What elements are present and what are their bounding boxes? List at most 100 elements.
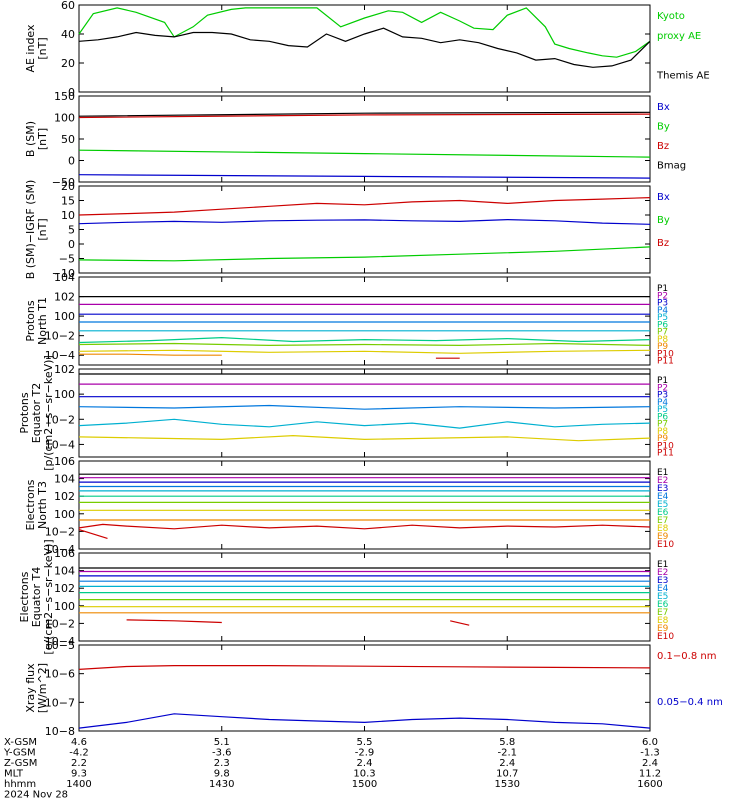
y-tick-label: 10−6 xyxy=(45,668,75,681)
y-axis-label: Xray flux xyxy=(24,663,37,713)
series-line xyxy=(78,27,651,68)
y-tick-label: 10−2 xyxy=(45,330,75,343)
series-line xyxy=(78,418,651,429)
panel-pn: 10−4 10−2 100 102 104 Protons North T1 P1P2P3P4… xyxy=(24,271,674,367)
legend-item: E3 xyxy=(657,576,668,586)
series-line xyxy=(78,7,651,58)
y-tick-label: 100 xyxy=(54,112,75,125)
series-line xyxy=(78,197,651,216)
y-tick-label: 102 xyxy=(54,582,75,595)
legend-item: E8 xyxy=(657,524,669,534)
y-tick-label: 150 xyxy=(54,90,75,103)
legend-item: P4 xyxy=(657,398,668,408)
panel-ee: 10−4 10−2 100 102 104 106 Electrons Equator T4[… xyxy=(18,539,674,654)
legend-item: E9 xyxy=(657,532,669,542)
series-line xyxy=(78,113,651,119)
legend-item: P7 xyxy=(657,420,668,430)
panel-frame xyxy=(78,368,651,458)
legend-item: P8 xyxy=(657,427,668,437)
series-line xyxy=(78,404,651,410)
footer-value: 5.8 xyxy=(499,737,515,748)
y-tick-label: 60 xyxy=(61,0,75,12)
y-tick-label: 10−2 xyxy=(45,617,75,630)
legend-item: E4 xyxy=(657,492,669,502)
y-tick-label: 106 xyxy=(54,455,75,468)
y-axis-label: [nT] xyxy=(36,37,49,59)
y-axis-label: North T3 xyxy=(36,481,49,529)
legend-item: E6 xyxy=(657,508,669,518)
footer-value: -2.9 xyxy=(355,748,375,759)
series-line xyxy=(78,111,651,117)
y-tick-label: 100 xyxy=(54,388,75,401)
legend-item: Bmag xyxy=(657,161,686,172)
y-tick-label: 104 xyxy=(54,271,75,284)
series-line xyxy=(78,529,108,539)
y-axis-label: AE index xyxy=(24,24,37,73)
y-tick-label: −50 xyxy=(52,176,75,189)
footer-value: 1500 xyxy=(352,779,377,790)
series-line xyxy=(78,149,651,158)
y-tick-label: 5 xyxy=(68,224,75,237)
legend-item: P7 xyxy=(657,328,668,338)
legend-item: E1 xyxy=(657,468,668,478)
legend-item: E3 xyxy=(657,484,668,494)
legend-item: proxy AE xyxy=(657,31,701,42)
y-tick-label: 10−5 xyxy=(45,639,75,652)
legend-item: E7 xyxy=(657,608,668,618)
y-tick-label: 102 xyxy=(54,291,75,304)
y-axis-label: Equator T4 xyxy=(30,567,43,627)
y-axis-label: [e/(cm2−s−sr−keV)] xyxy=(42,539,55,654)
y-axis-label: Electrons xyxy=(18,571,31,622)
y-tick-label: 10−4 xyxy=(45,349,75,362)
y-axis-label: [W/m^2] xyxy=(36,663,49,713)
y-tick-label: 106 xyxy=(54,547,75,560)
legend-item: P10 xyxy=(657,349,674,359)
legend-item: By xyxy=(657,215,670,226)
panel-frame xyxy=(78,95,651,183)
legend-item: Bx xyxy=(657,102,670,113)
y-tick-label: 100 xyxy=(54,310,75,323)
legend-item: P10 xyxy=(657,441,674,451)
y-tick-label: 10−2 xyxy=(45,525,75,538)
legend-item: P4 xyxy=(657,306,668,316)
footer-value: 11.2 xyxy=(639,769,661,780)
series-line xyxy=(126,619,222,624)
y-tick-label: 0 xyxy=(68,155,75,168)
legend-item: P9 xyxy=(657,434,668,444)
panel-frame xyxy=(78,552,651,642)
y-tick-label: 10−7 xyxy=(45,696,75,709)
panel-frame xyxy=(78,185,651,274)
legend-item: E10 xyxy=(657,632,674,642)
panel-pe: 10−4 10−2 100 102 Protons Equator T2 [p/(cm2−s… xyxy=(18,355,674,471)
y-tick-label: 0 xyxy=(68,86,75,99)
footer-value: 6.0 xyxy=(642,737,658,748)
footer-value: -2.1 xyxy=(497,748,517,759)
footer-value: 1530 xyxy=(495,779,520,790)
footer-value: 1430 xyxy=(209,779,234,790)
y-axis-label: [nT] xyxy=(36,128,49,150)
footer-value: 2.4 xyxy=(357,758,373,769)
y-axis-label: Electrons xyxy=(24,479,37,530)
legend-item: P3 xyxy=(657,299,668,309)
panel-bsm: −50 0 50 100 150 B (SM) [nT] Bx By Bz Bmag xyxy=(24,90,686,189)
y-tick-label: 104 xyxy=(54,565,75,578)
legend-item: Bz xyxy=(657,238,669,249)
y-axis-label: [p/(cm2−s−sr−keV)] xyxy=(42,355,55,471)
footer-value: 10.7 xyxy=(496,769,518,780)
footer-row-label: Z-GSM xyxy=(4,758,37,769)
legend-item: E8 xyxy=(657,616,669,626)
legend-item: P11 xyxy=(657,449,674,459)
legend-item: E6 xyxy=(657,600,669,610)
legend-item: 0.1−0.8 nm xyxy=(657,651,716,662)
y-axis-label: Protons xyxy=(18,392,31,433)
series-line xyxy=(78,713,651,729)
footer-value: 2.2 xyxy=(71,758,87,769)
legend-item: P9 xyxy=(657,342,668,352)
y-tick-label: 10−4 xyxy=(45,635,75,648)
legend-item: P5 xyxy=(657,313,668,323)
y-tick-label: 20 xyxy=(61,57,75,70)
y-tick-label: −10 xyxy=(52,267,75,280)
series-line xyxy=(78,218,651,225)
